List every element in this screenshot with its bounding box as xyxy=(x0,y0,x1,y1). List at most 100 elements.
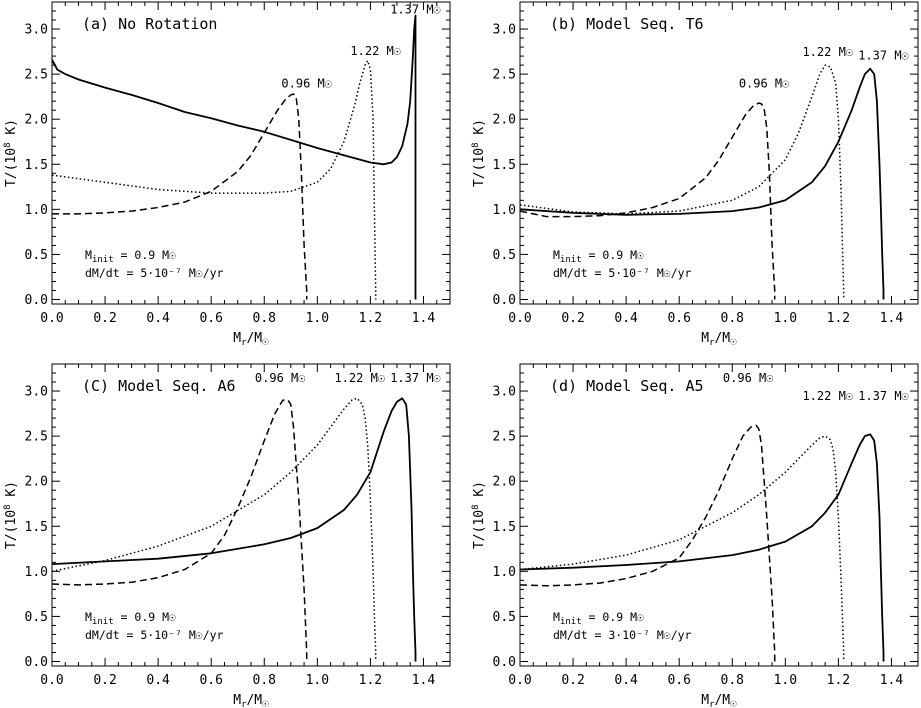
panel-title: (C) Model Seq. A6 xyxy=(82,377,236,395)
panel-title: (a) No Rotation xyxy=(82,15,217,33)
x-axis-title-part: ☉ xyxy=(730,335,737,348)
annotation-mass-value: = 0.9 M☉ xyxy=(582,610,644,624)
x-tick-label: 0.6 xyxy=(199,673,222,688)
annotation-accretion-rate: dM/dt = 5·10⁻⁷ M☉/yr xyxy=(553,266,692,280)
x-tick-label: 0.4 xyxy=(614,311,638,326)
series-label: 0.96 M☉ xyxy=(281,77,332,91)
annotation-initial-mass: Minit = 0.9 M☉ xyxy=(85,610,176,627)
annotation-mass-symbol: M xyxy=(553,610,560,624)
annotation-mass-symbol: M xyxy=(85,248,92,262)
x-tick-label: 0.6 xyxy=(667,673,690,688)
chart-panel-4: 0.0 0.2 0.4 0.6 0.8 1.0 1.2 1.4 0.0 0.5 1.0 1.5 2.0 2… xyxy=(471,363,919,708)
x-axis-title: Mr/M☉ xyxy=(701,693,737,708)
series-line-solid xyxy=(52,14,417,300)
y-axis-title-part: T/(10 xyxy=(4,510,19,549)
series-label: 0.96 M☉ xyxy=(739,77,790,91)
x-tick-label: 0.0 xyxy=(508,673,531,688)
y-tick-label: 1.0 xyxy=(25,565,48,580)
y-tick-label: 0.5 xyxy=(493,248,516,263)
annotation-accretion-rate: dM/dt = 3·10⁻⁷ M☉/yr xyxy=(553,628,692,642)
annotation-mass-symbol: M xyxy=(553,248,560,262)
annotation-mass-value: = 0.9 M☉ xyxy=(582,248,644,262)
series-label: 1.37 M☉ xyxy=(858,49,909,63)
x-axis-title-part: r xyxy=(241,700,247,708)
x-axis-title-part: M xyxy=(701,693,709,708)
x-tick-label: 0.2 xyxy=(561,311,584,326)
y-tick-label: 0.0 xyxy=(25,655,48,670)
y-axis-title-exponent: 8 xyxy=(3,142,13,147)
y-axis-title-exponent: 8 xyxy=(471,142,481,147)
x-axis-title-part: /M xyxy=(246,331,262,346)
panel-title: (d) Model Seq. A5 xyxy=(550,377,704,395)
series-line-solid xyxy=(52,397,417,662)
x-axis-title-part: M xyxy=(233,693,241,708)
x-axis-title-part: /M xyxy=(714,693,730,708)
series-line-dashed xyxy=(520,424,776,662)
x-tick-label: 1.4 xyxy=(412,673,436,688)
series-line-dashed xyxy=(52,93,308,300)
series-label: 1.22 M☉ xyxy=(802,389,853,403)
y-tick-label: 0.0 xyxy=(493,293,516,308)
x-tick-label: 0.8 xyxy=(721,311,744,326)
y-tick-label: 0.5 xyxy=(25,610,48,625)
x-tick-label: 0.6 xyxy=(199,311,222,326)
y-tick-label: 0.0 xyxy=(25,293,48,308)
x-tick-label: 1.4 xyxy=(880,673,904,688)
y-axis-title-exponent: 8 xyxy=(3,504,13,509)
y-axis-title-part: K) xyxy=(4,481,19,504)
annotation-mass-value: = 0.9 M☉ xyxy=(114,610,176,624)
annotation-accretion-rate: dM/dt = 5·10⁻⁷ M☉/yr xyxy=(85,266,224,280)
x-axis-title: Mr/M☉ xyxy=(233,693,269,708)
x-axis-title-part: M xyxy=(233,331,241,346)
y-tick-label: 0.0 xyxy=(493,655,516,670)
x-axis-title-part: ☉ xyxy=(262,335,269,348)
x-tick-label: 0.2 xyxy=(93,311,116,326)
series-label: 1.22 M☉ xyxy=(802,45,853,59)
series-line-dotted xyxy=(52,397,377,662)
y-tick-label: 1.0 xyxy=(493,203,516,218)
x-tick-label: 1.0 xyxy=(774,673,797,688)
y-tick-label: 1.5 xyxy=(493,520,516,535)
x-tick-label: 0.4 xyxy=(614,673,638,688)
annotation-mass-subscript: init xyxy=(560,617,582,627)
x-axis-title: Mr/M☉ xyxy=(701,331,737,348)
x-tick-label: 1.2 xyxy=(827,311,850,326)
y-tick-label: 1.0 xyxy=(493,565,516,580)
x-tick-label: 1.2 xyxy=(359,311,382,326)
x-tick-label: 0.6 xyxy=(667,311,690,326)
x-axis-title: Mr/M☉ xyxy=(233,331,269,348)
x-tick-label: 1.4 xyxy=(880,311,904,326)
y-axis-title-part: K) xyxy=(472,481,487,504)
y-tick-label: 1.5 xyxy=(25,520,48,535)
series-line-dotted xyxy=(520,435,845,662)
y-tick-label: 1.5 xyxy=(493,158,516,173)
x-axis-title-part: r xyxy=(241,338,247,348)
x-tick-label: 0.2 xyxy=(93,673,116,688)
y-tick-label: 2.5 xyxy=(493,430,516,445)
series-label: 1.37 M☉ xyxy=(858,389,909,403)
y-tick-label: 1.5 xyxy=(25,158,48,173)
annotation-initial-mass: Minit = 0.9 M☉ xyxy=(553,248,644,265)
x-tick-label: 0.0 xyxy=(40,311,63,326)
annotation-mass-value: = 0.9 M☉ xyxy=(114,248,176,262)
x-axis-title-part: ☉ xyxy=(730,697,737,708)
y-axis-title: T/(108 K) xyxy=(471,119,487,187)
annotation-mass-subscript: init xyxy=(92,255,114,265)
x-tick-label: 0.4 xyxy=(146,311,170,326)
x-axis-title-part: /M xyxy=(246,693,262,708)
x-tick-label: 1.4 xyxy=(412,311,436,326)
y-axis-title: T/(108 K) xyxy=(471,481,487,549)
y-tick-label: 2.5 xyxy=(493,68,516,83)
x-tick-label: 1.0 xyxy=(774,311,797,326)
y-tick-label: 0.5 xyxy=(493,610,516,625)
y-axis-title-part: T/(10 xyxy=(472,510,487,549)
y-axis-title-part: T/(10 xyxy=(4,148,19,187)
x-tick-label: 1.0 xyxy=(306,673,329,688)
x-tick-label: 0.0 xyxy=(508,311,531,326)
series-label: 1.37 M☉ xyxy=(390,371,441,385)
x-tick-label: 1.0 xyxy=(306,311,329,326)
y-axis-title-part: K) xyxy=(4,119,19,142)
y-tick-label: 0.5 xyxy=(25,248,48,263)
annotation-mass-subscript: init xyxy=(92,617,114,627)
series-line-solid xyxy=(520,433,885,662)
